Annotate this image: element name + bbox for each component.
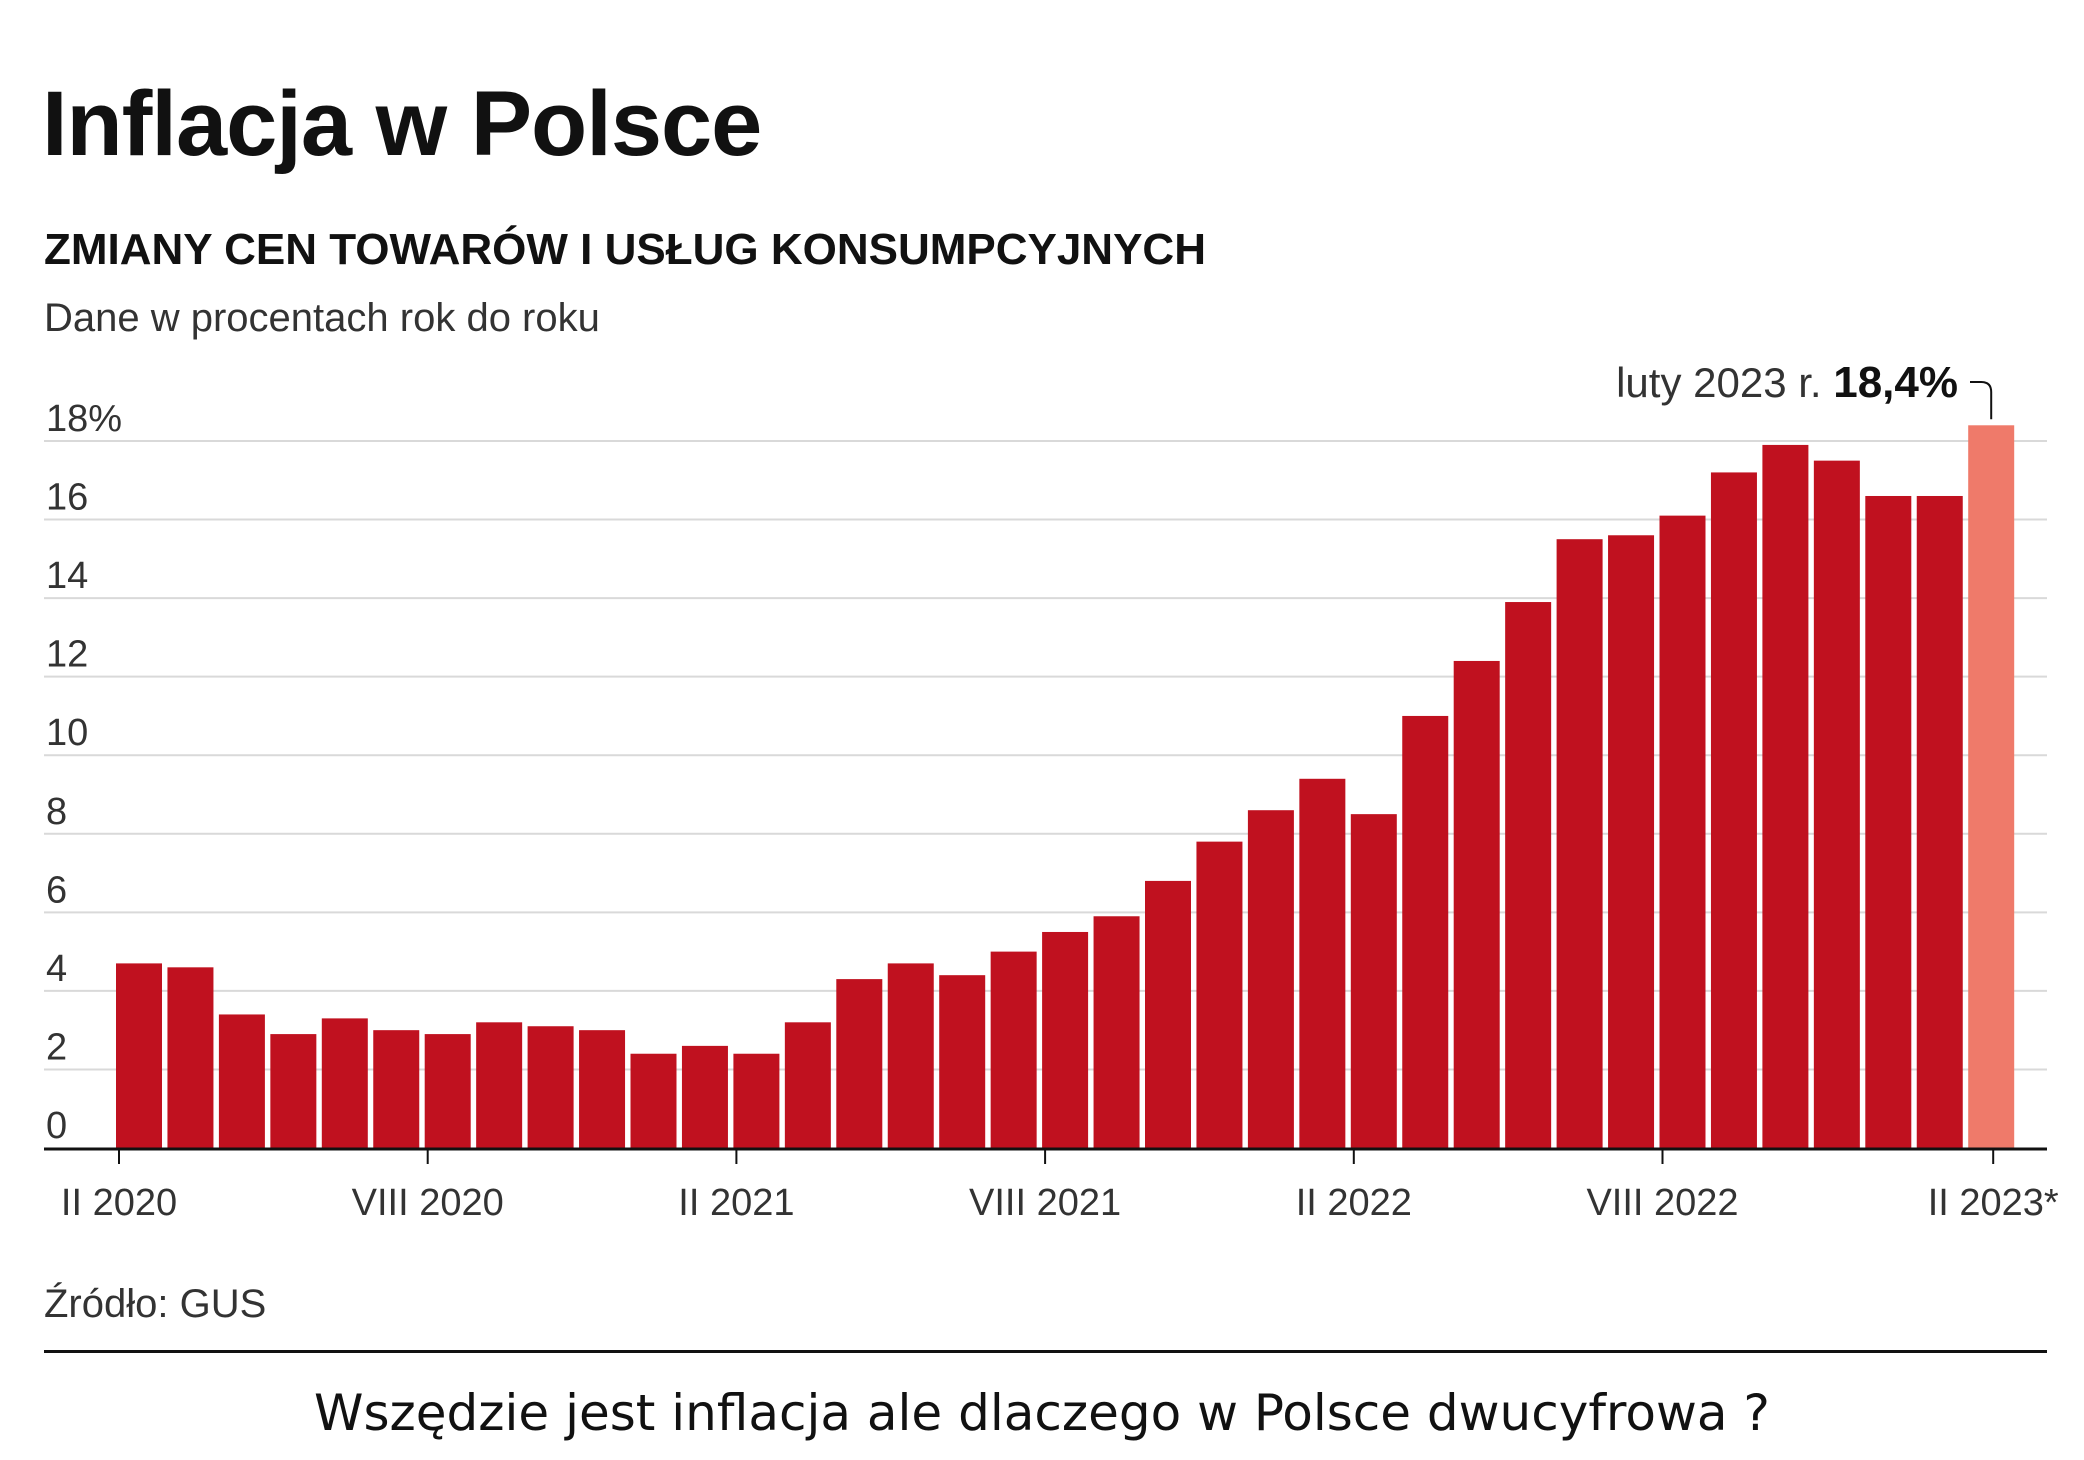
bar — [1916, 495, 1963, 1148]
bar — [116, 963, 162, 1148]
y-tick-label: 0 — [46, 1105, 67, 1147]
bar — [1093, 916, 1140, 1148]
x-tick-label: II 2020 — [61, 1182, 177, 1224]
source-note: Źródło: GUS — [44, 1282, 267, 1326]
bar — [270, 1034, 317, 1148]
y-tick-label: 12 — [46, 634, 88, 676]
bar — [1402, 715, 1449, 1148]
bar — [1762, 444, 1809, 1149]
bar — [1453, 660, 1500, 1148]
bar — [476, 1022, 523, 1148]
annotation-prefix: luty 2023 r. — [1616, 359, 1833, 406]
y-tick-label: 6 — [46, 869, 67, 911]
y-tick-label: 16 — [46, 477, 88, 519]
bar — [373, 1030, 420, 1148]
bar — [1247, 810, 1294, 1148]
x-tick-label: VIII 2021 — [969, 1182, 1121, 1224]
chart-subtitle: ZMIANY CEN TOWARÓW I USŁUG KONSUMPCYJNYC… — [44, 225, 1206, 274]
bar — [1196, 841, 1243, 1148]
x-tick-label: II 2023* — [1928, 1182, 2059, 1224]
bar — [630, 1053, 677, 1148]
y-tick-label: 14 — [46, 555, 88, 597]
chart-title: Inflacja w Polsce — [42, 73, 762, 175]
bar — [527, 1026, 574, 1148]
inflation-bar-chart: 0 2 4 6 8 10 12 14 16 18% II 2020 VIII 2020 II 2021 V… — [44, 358, 2059, 1224]
bar — [1556, 539, 1603, 1148]
x-tick-label: II 2022 — [1296, 1182, 1412, 1224]
bar — [939, 975, 986, 1148]
y-tick-label: 4 — [46, 948, 67, 990]
bar — [579, 1030, 626, 1148]
x-tick-label: VIII 2020 — [352, 1182, 504, 1224]
bar — [1659, 515, 1706, 1148]
bar — [1710, 472, 1757, 1148]
bar — [1505, 602, 1552, 1148]
bar — [1608, 535, 1655, 1148]
bar — [1350, 814, 1397, 1148]
bar — [681, 1045, 728, 1148]
x-tick-label: VIII 2022 — [1586, 1182, 1738, 1224]
y-tick-label: 18% — [46, 398, 122, 440]
bar — [1145, 880, 1191, 1148]
footer-caption: Wszędzie jest inflacja ale dlaczego w Po… — [314, 1384, 1770, 1442]
y-tick-label: 8 — [46, 791, 67, 833]
annotation-value: 18,4% — [1833, 358, 1958, 407]
bar — [1813, 460, 1860, 1148]
y-tick-label: 2 — [46, 1026, 67, 1068]
bar — [218, 1014, 265, 1148]
bar — [321, 1018, 368, 1148]
bar — [1299, 778, 1346, 1148]
bar — [887, 963, 934, 1148]
bar — [1865, 495, 1912, 1148]
x-tick-label: II 2021 — [678, 1182, 794, 1224]
highlight-bar — [1968, 425, 2015, 1148]
bar — [784, 1022, 831, 1148]
annotation-leader-line — [1970, 381, 1993, 420]
bar — [167, 967, 214, 1148]
divider — [44, 1350, 2047, 1353]
annotation-label: luty 2023 r. 18,4% — [1616, 358, 1958, 407]
bar — [424, 1034, 471, 1148]
y-tick-label: 10 — [46, 712, 88, 754]
bar — [836, 979, 883, 1148]
bar — [990, 951, 1037, 1148]
units-note: Dane w procentach rok do roku — [44, 296, 600, 340]
bar — [733, 1053, 780, 1148]
bar — [1042, 931, 1089, 1148]
